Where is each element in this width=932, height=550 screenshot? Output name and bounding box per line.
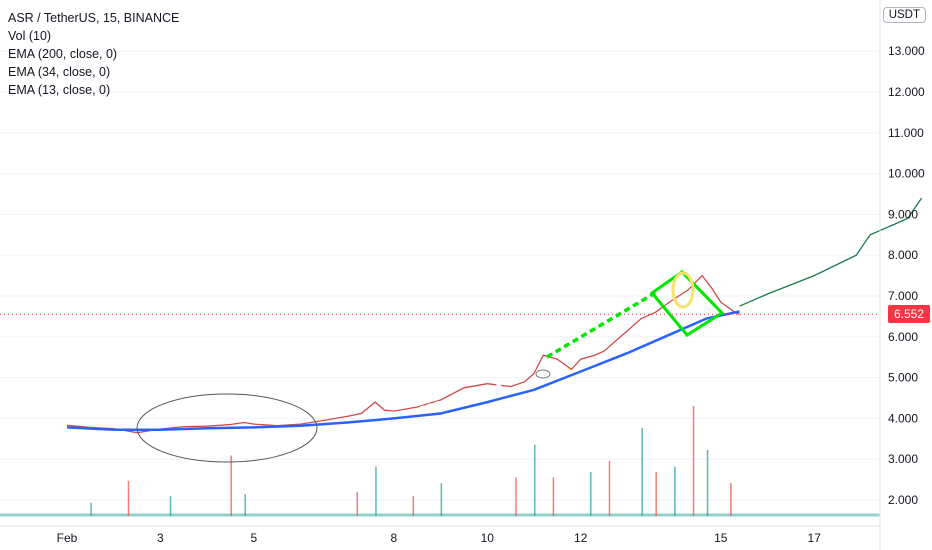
time-axis[interactable]: Feb 3 5 8 10 12 15 17	[0, 525, 880, 545]
green-rectangle	[649, 270, 725, 337]
chart-legend: ASR / TetherUS, 15, BINANCE Vol (10) EMA…	[8, 9, 179, 99]
y-tick-label: 6.000	[888, 330, 918, 344]
y-tick-label: 10.000	[888, 167, 925, 181]
y-tick-label: 7.000	[888, 289, 918, 303]
yellow-circle	[671, 271, 695, 309]
volume-bar	[608, 461, 611, 516]
price-axis[interactable]: 13.000 12.000 11.000 10.000 9.000 8.000 7.000 6…	[879, 0, 925, 550]
x-tick-label: 12	[574, 531, 588, 545]
y-tick-label: 11.000	[888, 126, 924, 140]
freehand-circle	[136, 393, 318, 463]
volume-bar	[641, 428, 643, 516]
volume-bar	[706, 450, 709, 516]
volume-bar	[169, 496, 172, 516]
y-tick-label: 9.000	[888, 207, 918, 221]
volume-bar	[90, 502, 92, 516]
x-tick-label: 8	[391, 531, 398, 545]
y-tick-label: 2.000	[888, 493, 918, 507]
legend-ema-13[interactable]: EMA (13, close, 0)	[8, 83, 111, 97]
legend-ema-200[interactable]: EMA (200, close, 0)	[8, 47, 118, 61]
y-tick-label: 3.000	[888, 452, 918, 466]
volume-bar	[440, 483, 443, 516]
drawing-annotations[interactable]	[136, 270, 725, 463]
ema-line	[66, 310, 740, 432]
legend-symbol[interactable]: ASR / TetherUS, 15, BINANCE	[8, 11, 180, 25]
projection-line	[739, 197, 923, 307]
volume-bar	[590, 472, 592, 516]
volume-bars	[0, 406, 880, 517]
x-tick-label: 15	[714, 531, 728, 545]
white-dashed-line	[419, 381, 506, 410]
volume-bar	[244, 494, 246, 516]
small-circle	[535, 369, 551, 379]
volume-bar	[230, 455, 232, 516]
y-tick-label: 12.000	[888, 85, 925, 99]
chart-grid	[0, 50, 880, 501]
volume-bar	[552, 477, 555, 516]
volume-bar	[730, 483, 732, 516]
volume-bar	[674, 466, 676, 516]
volume-bar	[655, 472, 657, 516]
volume-bar	[356, 491, 359, 516]
currency-button[interactable]: USDT	[882, 7, 926, 23]
volume-bar	[412, 496, 415, 516]
y-tick-label: 8.000	[888, 248, 918, 262]
x-tick-label: 3	[157, 531, 164, 545]
legend-ema-34[interactable]: EMA (34, close, 0)	[8, 65, 111, 79]
volume-bar	[127, 480, 130, 516]
price-line	[66, 274, 740, 434]
y-tick-label: 13.000	[888, 44, 925, 58]
last-price-label: 6.552	[887, 305, 930, 324]
volume-bar	[375, 466, 377, 516]
price-lines	[0, 197, 923, 434]
x-tick-label: 17	[808, 531, 822, 545]
green-trend-line	[546, 291, 656, 359]
x-tick-label: 5	[250, 531, 257, 545]
x-tick-label: Feb	[57, 531, 78, 545]
volume-bar	[692, 406, 695, 516]
y-tick-label: 5.000	[888, 371, 918, 385]
y-tick-label: 4.000	[888, 411, 918, 425]
volume-bar	[515, 477, 517, 516]
x-tick-label: 10	[481, 531, 495, 545]
volume-bar	[534, 444, 536, 516]
legend-vol[interactable]: Vol (10)	[8, 29, 52, 43]
